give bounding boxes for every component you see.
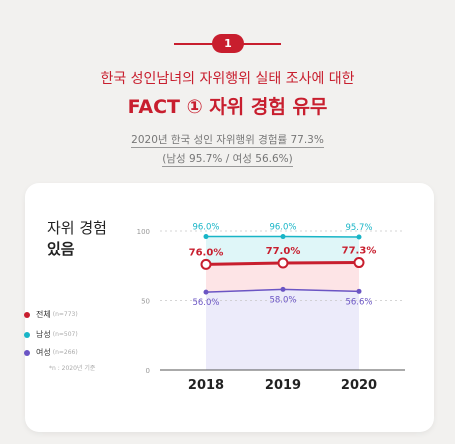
legend-item-male: 남성 (n=507) <box>24 329 78 340</box>
point-male-2018 <box>203 234 209 240</box>
point-total-2018 <box>200 258 212 270</box>
band-total-female <box>206 262 359 293</box>
point-female-2019 <box>280 286 286 292</box>
chart-card: 자위 경험 있음 <box>25 183 434 432</box>
legend-label-total: 전체 <box>36 310 51 319</box>
data-label-total-2020: 77.3% <box>342 246 377 257</box>
section-number-badge: 1 <box>212 34 244 53</box>
stat-main-text: 2020년 한국 성인 자위행위 경험률 77.3% <box>131 134 324 148</box>
legend-dot-male <box>24 331 30 338</box>
y-tick-label-100: 100 <box>137 228 150 236</box>
data-label-female-2020: 56.6% <box>345 297 372 307</box>
card-title-line1: 자위 경험 <box>47 219 107 237</box>
x-tick-label-2020: 2020 <box>341 378 377 393</box>
data-label-total-2019: 77.0% <box>266 246 301 257</box>
header-title: FACT ① 자위 경험 유무 <box>127 96 328 118</box>
y-tick-label-0: 0 <box>146 367 150 375</box>
data-label-male-2020: 95.7% <box>345 223 372 233</box>
y-tick-label-50: 50 <box>141 298 150 306</box>
footnote: *n : 2020년 기준 <box>49 365 96 372</box>
legend-label-female: 여성 <box>36 348 51 357</box>
card-title-line2: 있음 <box>47 240 75 258</box>
stat-gender: (남성 95.7% / 여성 56.6%) <box>0 151 455 167</box>
band-female-base <box>206 289 359 370</box>
data-label-total-2018: 76.0% <box>189 247 224 258</box>
data-label-male-2018: 96.0% <box>192 223 219 233</box>
point-total-2019 <box>277 257 289 269</box>
stat-gender-text: (남성 95.7% / 여성 56.6%) <box>162 153 293 167</box>
point-female-2020 <box>356 288 362 294</box>
legend-item-female: 여성 (n=266) <box>24 347 78 358</box>
data-label-male-2019: 96.0% <box>269 223 296 233</box>
data-label-female-2019: 58.0% <box>269 295 296 305</box>
legend-n-female: (n=266) <box>52 349 78 356</box>
legend-dot-total <box>24 311 30 318</box>
header-subtitle: 한국 성인남녀의 자위행위 실태 조사에 대한 <box>100 71 355 87</box>
x-tick-label-2019: 2019 <box>265 378 301 393</box>
legend-dot-female <box>24 349 30 356</box>
legend-n-male: (n=507) <box>52 331 78 338</box>
legend-item-total: 전체 (n=773) <box>24 309 78 320</box>
point-female-2018 <box>203 289 209 295</box>
legend-label-male: 남성 <box>36 330 51 339</box>
data-label-female-2018: 56.0% <box>192 298 219 308</box>
x-tick-label-2018: 2018 <box>188 378 224 393</box>
stat-main: 2020년 한국 성인 자위행위 경험률 77.3% <box>0 132 455 148</box>
band-male-total <box>206 236 359 265</box>
point-total-2020 <box>353 257 365 269</box>
point-male-2019 <box>280 234 286 240</box>
legend-n-total: (n=773) <box>52 311 78 318</box>
point-male-2020 <box>356 234 362 240</box>
